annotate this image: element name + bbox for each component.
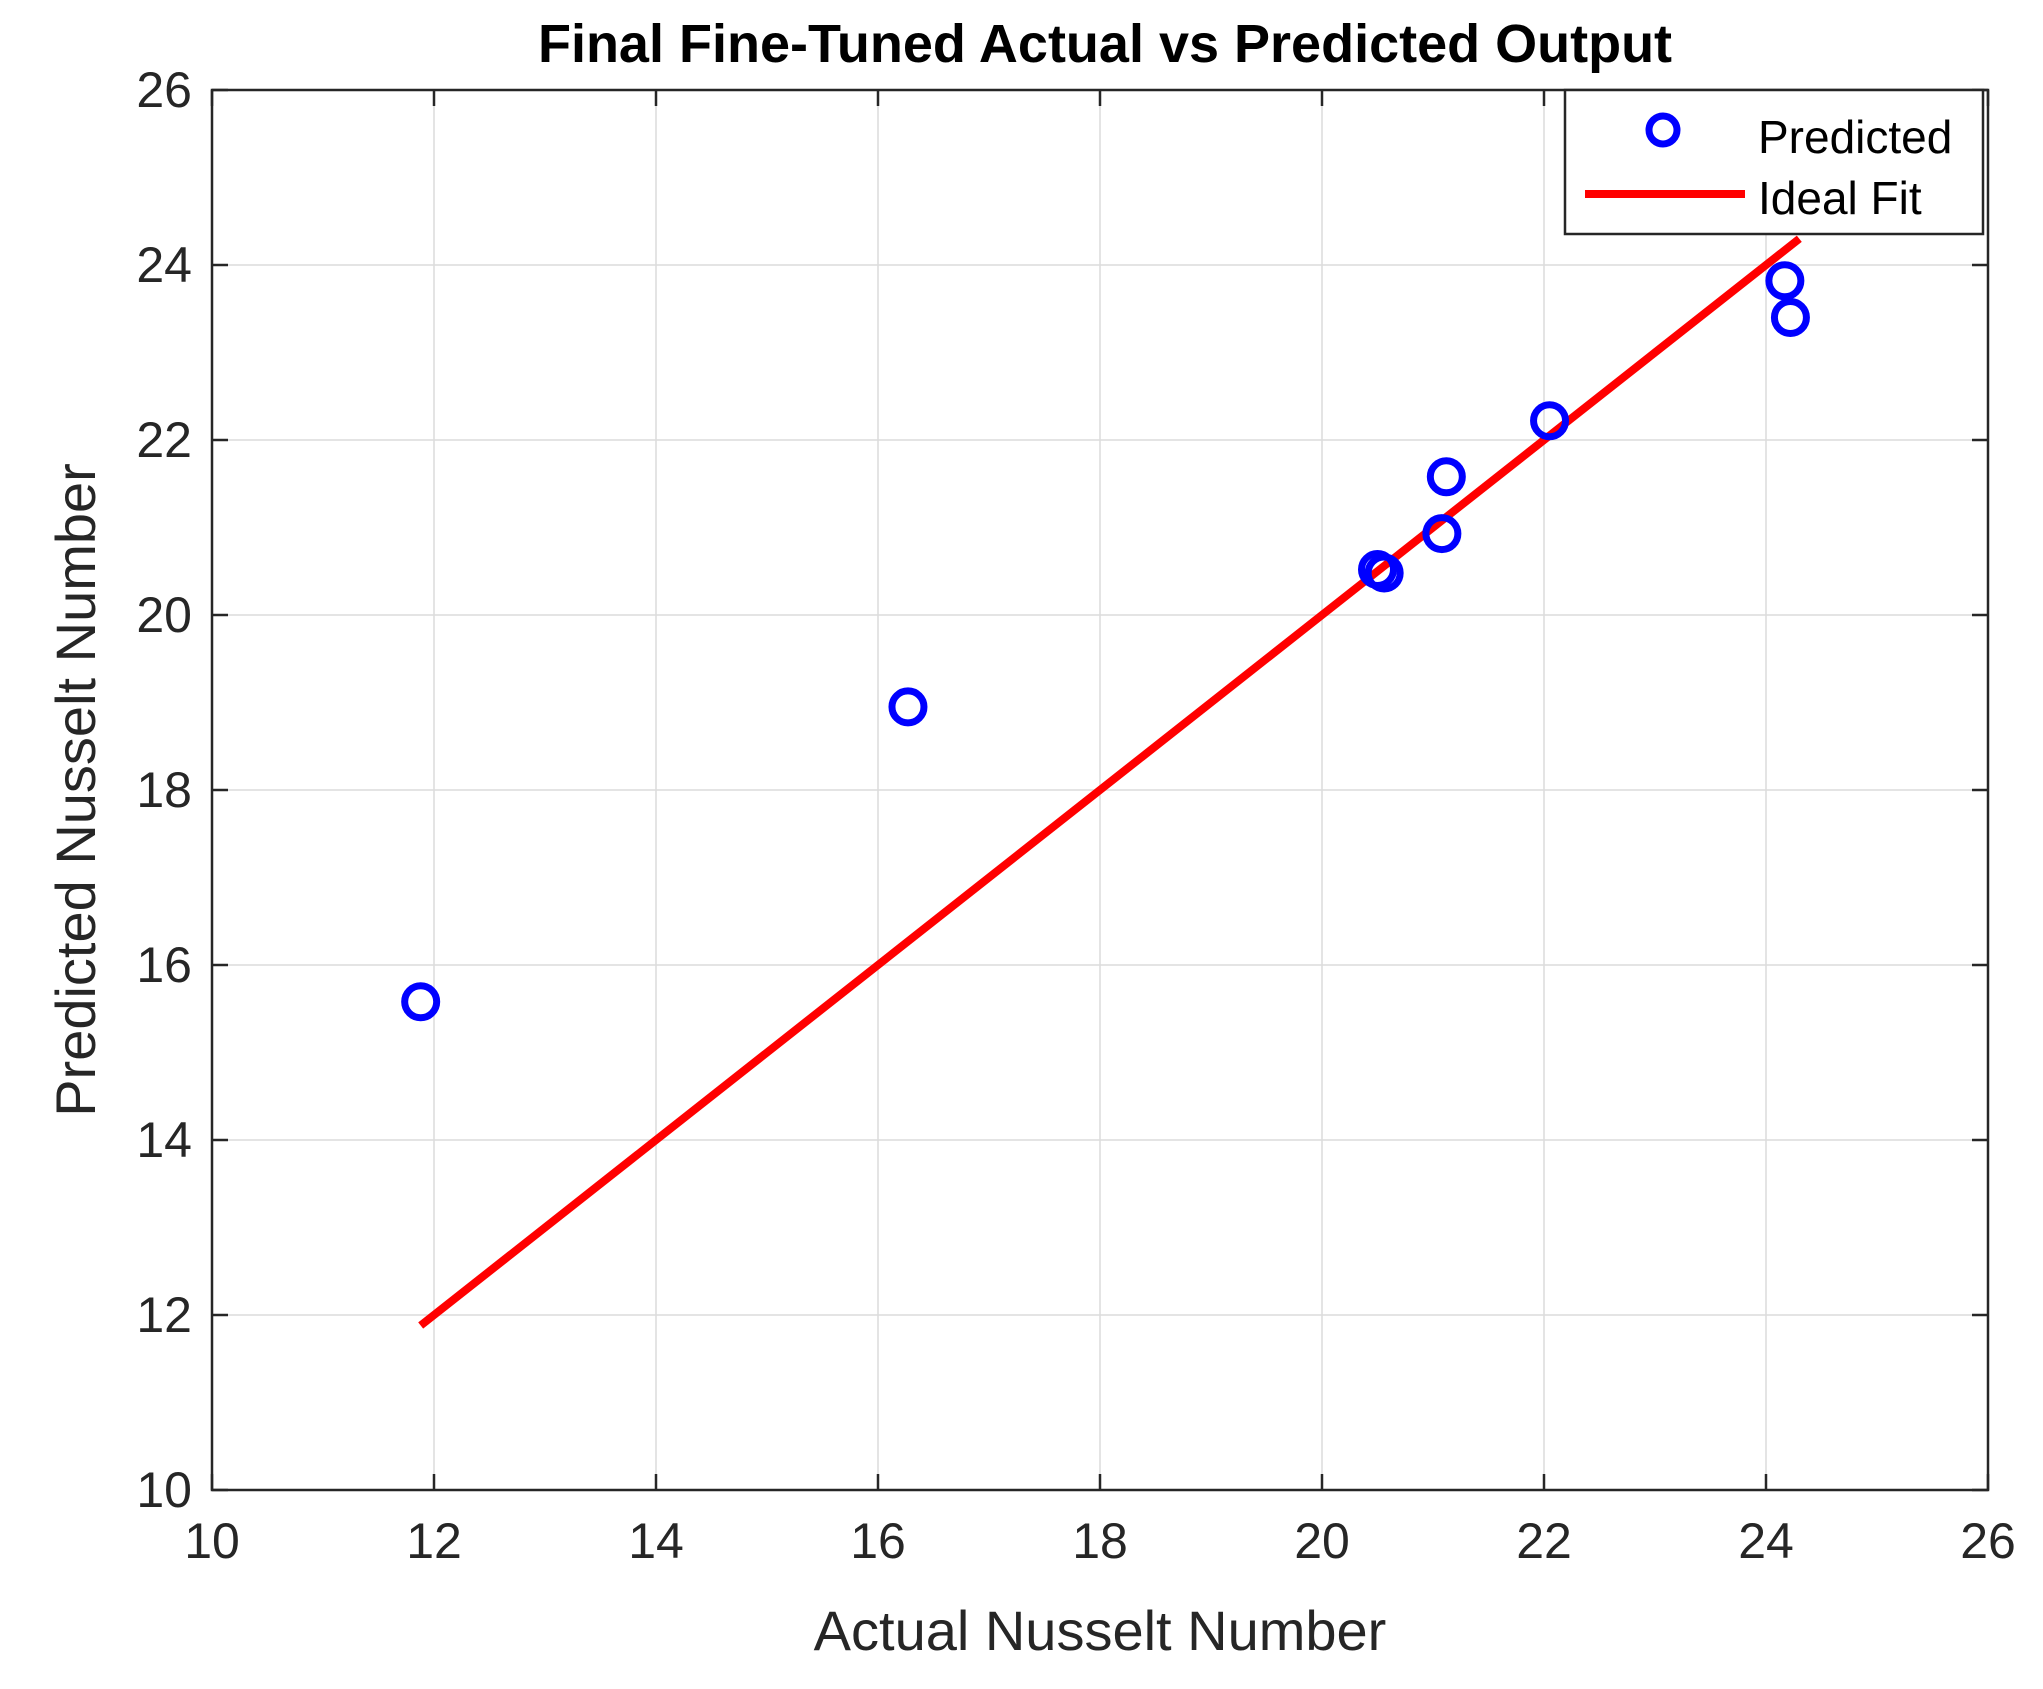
y-tick-label: 20 bbox=[136, 587, 192, 643]
x-tick-label: 12 bbox=[406, 1513, 462, 1569]
x-axis-label: Actual Nusselt Number bbox=[814, 1599, 1387, 1662]
y-tick-label: 24 bbox=[136, 237, 192, 293]
legend-predicted-marker bbox=[1645, 112, 1681, 148]
legend-ideal-fit-label: Ideal Fit bbox=[1758, 172, 1922, 224]
x-tick-label: 26 bbox=[1960, 1513, 2016, 1569]
chart-title: Final Fine-Tuned Actual vs Predicted Out… bbox=[538, 14, 1672, 74]
x-tick-label: 18 bbox=[1072, 1513, 1128, 1569]
x-tick-label: 14 bbox=[628, 1513, 684, 1569]
predicted-point bbox=[1422, 514, 1462, 554]
predicted-point bbox=[888, 687, 928, 727]
predicted-point bbox=[1770, 298, 1810, 337]
data-series bbox=[401, 235, 1810, 1329]
y-tick-label: 18 bbox=[136, 762, 192, 818]
predicted-point bbox=[401, 982, 441, 1022]
y-tick-label: 16 bbox=[136, 937, 192, 993]
predicted-point bbox=[1364, 553, 1404, 593]
x-tick-label: 10 bbox=[184, 1513, 240, 1569]
x-tick-label: 22 bbox=[1516, 1513, 1572, 1569]
x-tick-label: 24 bbox=[1738, 1513, 1794, 1569]
legend-predicted-label: Predicted bbox=[1758, 111, 1952, 163]
y-tick-label: 10 bbox=[136, 1462, 192, 1518]
x-tick-label: 16 bbox=[850, 1513, 906, 1569]
ideal-fit-line bbox=[418, 235, 1802, 1329]
axis-ticks: 10 12 14 16 18 20 22 24 26 10 12 14 16 18 20 22 24 26 bbox=[136, 62, 2015, 1569]
x-tick-label: 20 bbox=[1294, 1513, 1350, 1569]
grid-lines bbox=[212, 90, 1988, 1490]
y-axis-label: Predicted Nusselt Number bbox=[44, 463, 107, 1117]
y-tick-label: 26 bbox=[136, 62, 192, 118]
y-tick-label: 14 bbox=[136, 1112, 192, 1168]
y-tick-label: 12 bbox=[136, 1287, 192, 1343]
y-tick-label: 22 bbox=[136, 412, 192, 468]
predicted-point bbox=[1765, 261, 1805, 301]
predicted-point bbox=[1426, 457, 1466, 497]
legend: Predicted Ideal Fit bbox=[1563, 88, 1985, 236]
legend-box bbox=[1563, 88, 1985, 236]
predicted-point bbox=[1530, 401, 1570, 441]
